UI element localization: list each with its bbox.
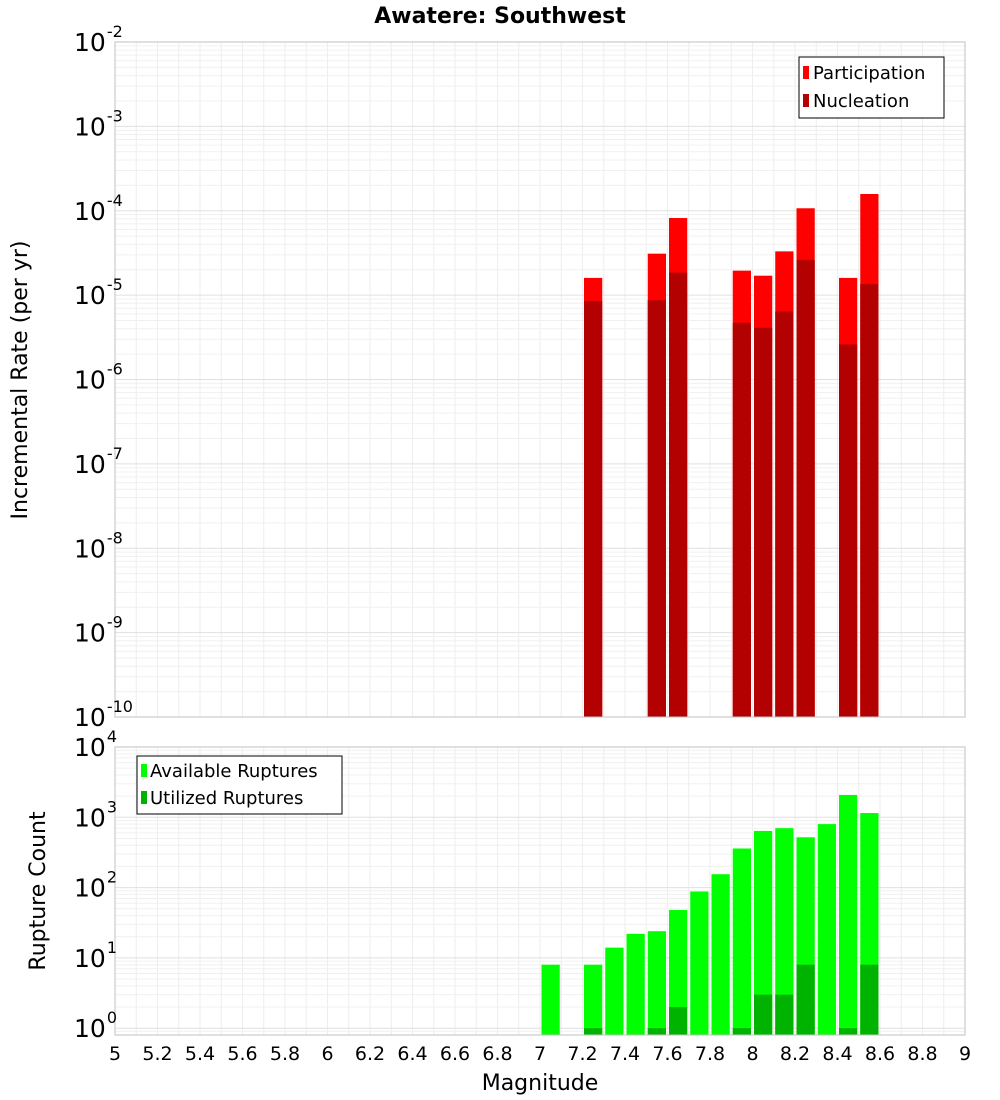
nucleation-bar — [754, 327, 773, 717]
utilized-ruptures-bar — [647, 1028, 666, 1035]
count-bars — [541, 794, 879, 1035]
count-y-tick-exponent: 2 — [107, 868, 117, 887]
rate-gridlines — [114, 42, 966, 718]
rate-plot-border — [114, 41, 966, 718]
x-tick-label: 5.4 — [185, 1043, 215, 1065]
count-y-tick-label: 101 — [74, 938, 117, 973]
utilized-ruptures-bar — [839, 1028, 858, 1035]
nucleation-bar — [669, 272, 688, 717]
legend-swatch-participation — [803, 66, 809, 79]
count-y-tick-label: 103 — [74, 797, 117, 832]
x-tick-label: 7.8 — [695, 1043, 725, 1065]
count-y-tick-exponent: 0 — [107, 1008, 117, 1027]
nucleation-bar — [584, 301, 603, 717]
chart-title: Awatere: Southwest — [374, 4, 626, 29]
count-y-tick-exponent: 4 — [107, 727, 117, 746]
nucleation-bar — [647, 300, 666, 717]
x-tick-label: 8.8 — [907, 1043, 937, 1065]
x-tick-labels: 5 5.2 5.4 5.6 5.8 6 6.2 6.4 6.6 6.8 7 7.2 7.4 7.6 7.8 8… — [109, 1043, 971, 1065]
count-y-tick-exponent: 3 — [107, 797, 117, 816]
rate-y-tick-exponent: -6 — [107, 360, 123, 379]
x-tick-label: 7.6 — [652, 1043, 682, 1065]
rate-y-tick-exponent: -7 — [107, 444, 123, 463]
rate-y-tick-label: 10-10 — [74, 697, 133, 732]
rate-y-tick-exponent: -8 — [107, 528, 123, 547]
rate-y-tick-exponent: -2 — [107, 22, 123, 41]
rate-y-tick-exponent: -9 — [107, 613, 123, 632]
x-tick-label: 7 — [534, 1043, 546, 1065]
x-tick-label: 7.4 — [610, 1043, 640, 1065]
nucleation-bar — [860, 284, 879, 717]
available-ruptures-bar — [584, 964, 603, 1035]
x-tick-label: 8.2 — [780, 1043, 810, 1065]
legend-label-available: Available Ruptures — [150, 761, 318, 782]
rate-y-tick-label: 10-7 — [74, 444, 123, 479]
rate-y-tick-label: 10-3 — [74, 106, 123, 141]
x-tick-label: 6.4 — [397, 1043, 427, 1065]
count-legend: Available Ruptures Utilized Ruptures — [136, 755, 343, 815]
count-y-tick-label: 104 — [74, 727, 117, 762]
legend-swatch-utilized — [141, 791, 147, 804]
utilized-ruptures-bar — [584, 1028, 603, 1035]
rate-y-tick-label: 10-9 — [74, 613, 123, 648]
count-plot-border — [114, 746, 966, 1036]
legend-label-nucleation: Nucleation — [813, 91, 909, 112]
count-y-axis-label: Rupture Count — [26, 811, 51, 971]
rate-y-tick-exponent: -3 — [107, 106, 123, 125]
legend-swatch-available — [141, 764, 147, 777]
x-tick-label: 5.8 — [270, 1043, 300, 1065]
count-y-tick-label: 102 — [74, 868, 117, 903]
x-tick-label: 6.2 — [355, 1043, 385, 1065]
rate-legend: Participation Nucleation — [798, 56, 945, 119]
x-tick-label: 8.4 — [822, 1043, 852, 1065]
available-ruptures-bar — [754, 830, 773, 1035]
x-tick-label: 8.6 — [865, 1043, 895, 1065]
available-ruptures-bar — [541, 964, 560, 1035]
available-ruptures-bar — [626, 933, 645, 1035]
legend-label-utilized: Utilized Ruptures — [150, 788, 303, 809]
nucleation-bar — [796, 260, 815, 717]
x-tick-label: 5.2 — [142, 1043, 172, 1065]
x-tick-label: 8 — [746, 1043, 758, 1065]
utilized-ruptures-bar — [669, 1007, 688, 1035]
available-ruptures-bar — [732, 848, 751, 1035]
x-tick-label: 9 — [959, 1043, 971, 1065]
rate-y-tick-exponent: -5 — [107, 275, 123, 294]
rate-y-tick-exponent: -10 — [107, 697, 133, 716]
utilized-ruptures-bar — [775, 994, 794, 1035]
legend-swatch-nucleation — [803, 94, 809, 107]
utilized-ruptures-bar — [796, 964, 815, 1035]
available-ruptures-bar — [605, 947, 624, 1035]
x-tick-label: 5 — [109, 1043, 121, 1065]
x-tick-label: 7.2 — [567, 1043, 597, 1065]
nucleation-bar — [839, 344, 858, 717]
x-tick-label: 6.8 — [482, 1043, 512, 1065]
rate-bars — [584, 193, 879, 718]
legend-label-participation: Participation — [813, 63, 925, 84]
utilized-ruptures-bar — [732, 1028, 751, 1035]
x-tick-label: 6.6 — [440, 1043, 470, 1065]
available-ruptures-bar — [711, 874, 730, 1035]
available-ruptures-bar — [690, 891, 709, 1035]
x-axis-label: Magnitude — [482, 1071, 599, 1096]
utilized-ruptures-bar — [754, 994, 773, 1035]
utilized-ruptures-bar — [860, 964, 879, 1035]
count-y-tick-label: 100 — [74, 1008, 117, 1043]
rate-y-axis-label: Incremental Rate (per yr) — [8, 241, 33, 520]
x-tick-label: 5.6 — [227, 1043, 257, 1065]
available-ruptures-bar — [775, 828, 794, 1035]
count-y-tick-exponent: 1 — [107, 938, 117, 957]
available-ruptures-bar — [817, 824, 836, 1035]
available-ruptures-bar — [647, 931, 666, 1035]
rate-y-tick-exponent: -4 — [107, 191, 123, 210]
x-tick-label: 6 — [321, 1043, 333, 1065]
available-ruptures-bar — [669, 910, 688, 1035]
available-ruptures-bar — [839, 794, 858, 1035]
nucleation-bar — [732, 322, 751, 717]
nucleation-bar — [775, 311, 794, 717]
